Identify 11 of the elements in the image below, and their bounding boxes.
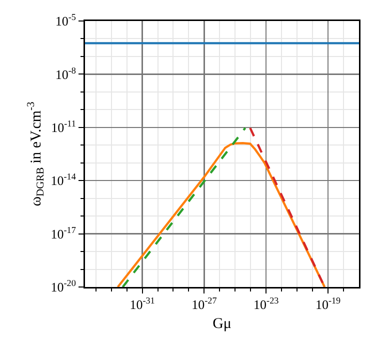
y-tick-label: 10$^{-17}$ (50, 224, 76, 242)
x-tick-label: 10$^{-19}$ (315, 296, 342, 312)
x-tick-label: 10$^{-23}$ (254, 296, 280, 312)
y-tick-label: 10$^{-5}$ (55, 12, 76, 29)
y-tick-label: 10$^{-11}$ (51, 118, 76, 135)
x-tick-label: 10$^{-31}$ (130, 296, 155, 312)
x-tick-label: 10$^{-27}$ (192, 296, 218, 312)
x-axis-title: Gμ (212, 316, 232, 332)
y-tick-label: 10$^{-8}$ (55, 65, 76, 82)
y-tick-label: 10$^{-20}$ (50, 278, 76, 295)
y-tick-label: 10$^{-14}$ (50, 172, 76, 188)
